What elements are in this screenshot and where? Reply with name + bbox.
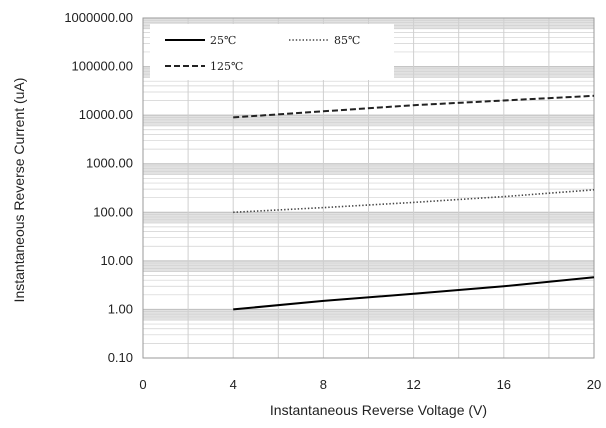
series-line-3 [233, 94, 595, 119]
x-tick-label: 20 [587, 377, 601, 392]
plot-border [142, 17, 595, 359]
legend-label: 25℃ [210, 34, 236, 47]
legend-box [150, 24, 394, 80]
y-tick-label: 10000.00 [79, 107, 133, 122]
y-tick-label: 100.00 [93, 204, 133, 219]
y-tick-label: 0.10 [108, 350, 133, 365]
series-line-1 [233, 276, 595, 311]
x-tick-label: 8 [320, 377, 327, 392]
x-tick-labels: 0 4 8 12 16 20 [139, 377, 601, 392]
legend-label: 125℃ [210, 60, 243, 73]
series-line-2 [233, 189, 595, 214]
x-tick-label: 0 [139, 377, 146, 392]
legend-label: 85℃ [334, 34, 360, 47]
legend: 25℃ 85℃ 125℃ [150, 24, 394, 80]
x-tick-label: 4 [230, 377, 237, 392]
series-lines [233, 94, 595, 311]
y-tick-label: 1.00 [108, 301, 133, 316]
y-tick-label: 1000000.00 [64, 10, 133, 25]
x-tick-label: 16 [497, 377, 511, 392]
x-tick-label: 12 [406, 377, 420, 392]
y-tick-label: 100000.00 [72, 59, 133, 74]
y-tick-label: 1000.00 [86, 156, 133, 171]
y-axis-label: Instantaneous Reverse Current (uA) [11, 78, 27, 303]
y-tick-label: 10.00 [100, 253, 133, 268]
y-tick-labels: 0.10 1.00 10.00 100.00 1000.00 10000.00 100000… [64, 10, 133, 365]
x-axis-label: Instantaneous Reverse Voltage (V) [270, 402, 487, 418]
